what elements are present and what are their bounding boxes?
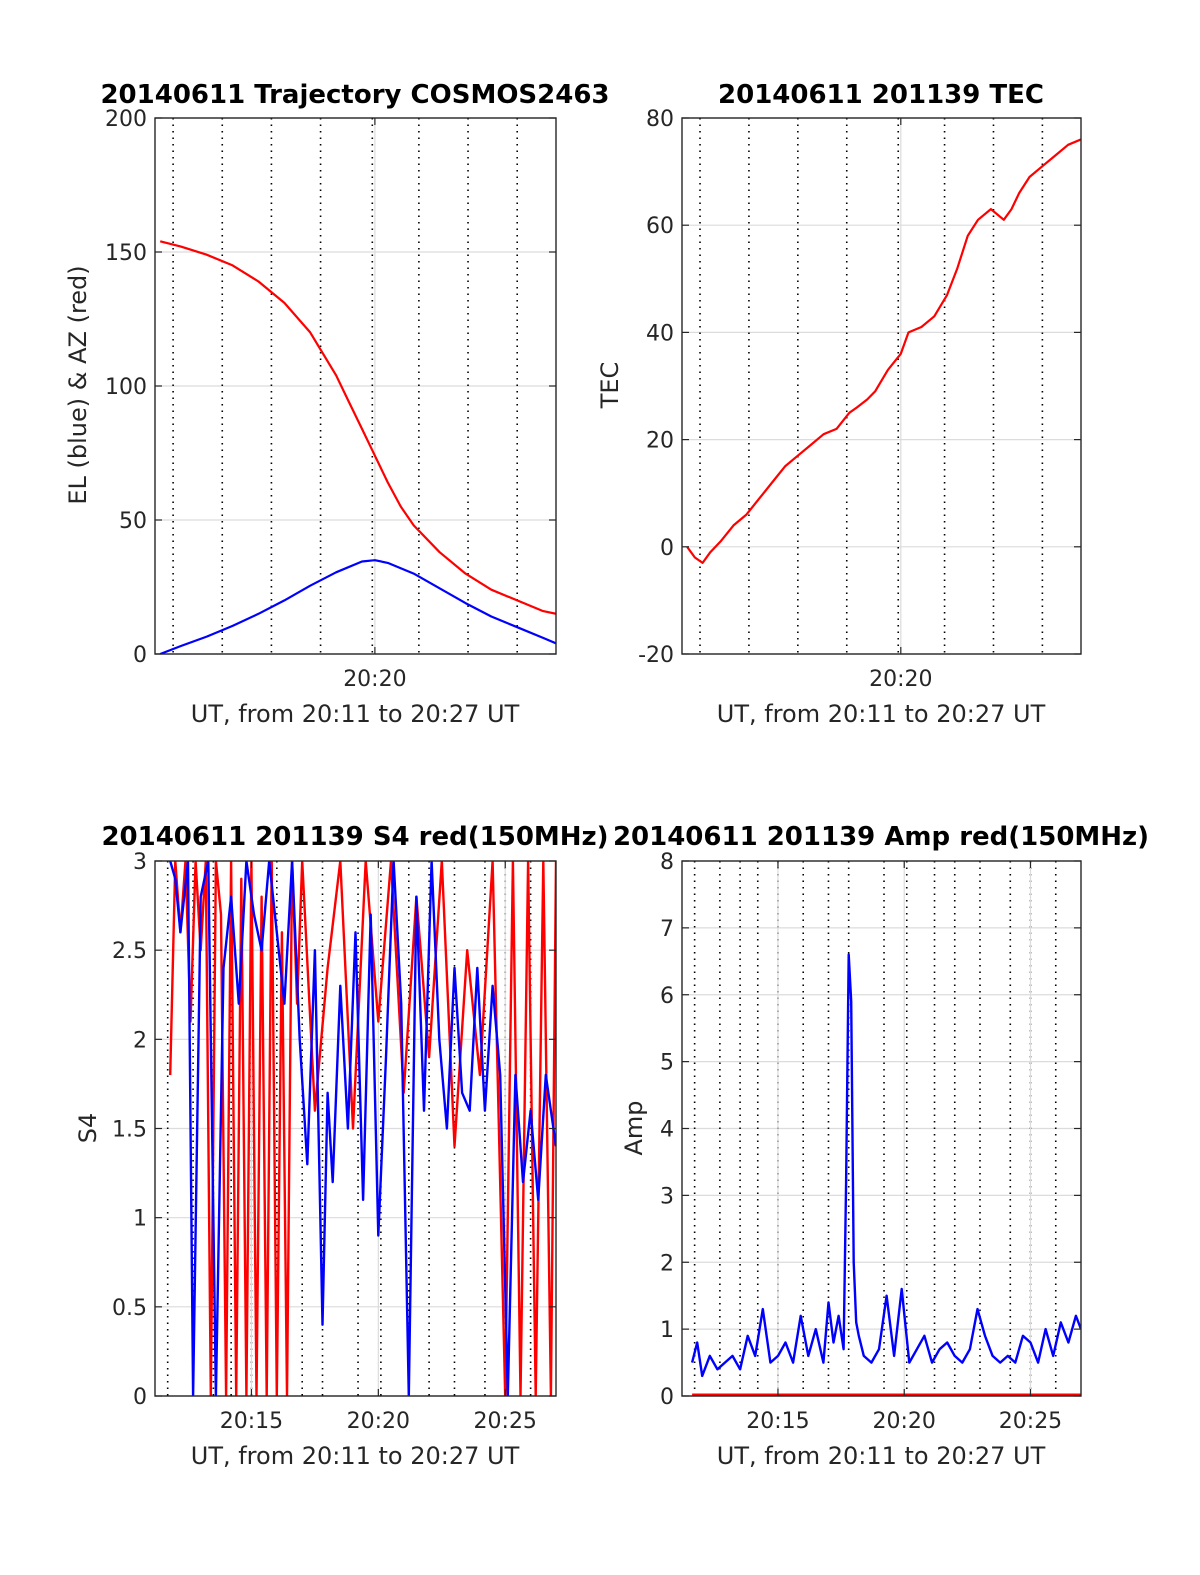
y-tick-label: 7	[660, 917, 674, 942]
y-tick-label: 1.5	[112, 1118, 147, 1143]
y-tick-label: -20	[638, 643, 674, 668]
y-axis-label: S4	[74, 1113, 102, 1144]
panel-s4: 20140611 201139 S4 red(150MHz) UT, from …	[74, 822, 609, 1470]
y-tick-label: 1	[133, 1207, 147, 1232]
series-line-1	[169, 861, 556, 1396]
x-tick-label: 20:20	[869, 667, 932, 692]
series-line-0	[690, 953, 1081, 1378]
x-tick-label: 20:20	[873, 1409, 936, 1434]
y-tick-label: 4	[660, 1118, 674, 1143]
series-line-1	[159, 559, 556, 654]
y-tick-label: 80	[646, 107, 674, 132]
x-tick-label: 20:20	[343, 667, 406, 692]
y-tick-label: 8	[660, 850, 674, 875]
y-tick-label: 60	[646, 214, 674, 239]
series-line-0	[159, 240, 556, 615]
x-tick-label: 20:15	[220, 1409, 283, 1434]
y-tick-label: 100	[105, 375, 147, 400]
series-line-0	[686, 138, 1081, 565]
y-tick-label: 20	[646, 429, 674, 454]
y-tick-label: 40	[646, 321, 674, 346]
chart-title: 20140611 201139 Amp red(150MHz)	[613, 822, 1149, 852]
y-tick-label: 2	[660, 1251, 674, 1276]
y-tick-label: 50	[119, 509, 147, 534]
x-tick-label: 20:20	[347, 1409, 410, 1434]
y-tick-label: 0	[133, 643, 147, 668]
y-tick-label: 0	[660, 1385, 674, 1410]
chart-title: 20140611 Trajectory COSMOS2463	[100, 80, 609, 110]
y-tick-label: 0.5	[112, 1296, 147, 1321]
y-tick-label: 2.5	[112, 939, 147, 964]
x-tick-label: 20:25	[999, 1409, 1062, 1434]
x-axis-label: UT, from 20:11 to 20:27 UT	[717, 1442, 1046, 1470]
x-tick-label: 20:25	[474, 1409, 537, 1434]
y-tick-label: 0	[660, 536, 674, 561]
y-tick-label: 6	[660, 984, 674, 1009]
y-tick-label: 3	[660, 1184, 674, 1209]
y-tick-label: 3	[133, 850, 147, 875]
y-tick-label: 0	[133, 1385, 147, 1410]
axes-box	[681, 117, 1082, 655]
y-tick-label: 1	[660, 1318, 674, 1343]
x-axis-label: UT, from 20:11 to 20:27 UT	[191, 700, 520, 728]
panel-trajectory: 20140611 Trajectory COSMOS2463 UT, from …	[64, 80, 610, 728]
y-tick-label: 5	[660, 1051, 674, 1076]
x-tick-label: 20:15	[746, 1409, 809, 1434]
y-axis-label: Amp	[620, 1100, 648, 1155]
y-tick-label: 200	[105, 107, 147, 132]
y-tick-label: 2	[133, 1028, 147, 1053]
chart-title: 20140611 201139 S4 red(150MHz)	[101, 822, 608, 852]
x-axis-label: UT, from 20:11 to 20:27 UT	[191, 1442, 520, 1470]
chart-title: 20140611 201139 TEC	[718, 80, 1044, 110]
y-tick-label: 150	[105, 241, 147, 266]
panel-tec: 20140611 201139 TEC UT, from 20:11 to 20…	[596, 80, 1082, 728]
x-axis-label: UT, from 20:11 to 20:27 UT	[717, 700, 1046, 728]
y-axis-label: TEC	[596, 362, 624, 410]
panel-amp: 20140611 201139 Amp red(150MHz) UT, from…	[613, 822, 1149, 1470]
y-axis-label: EL (blue) & AZ (red)	[64, 265, 92, 504]
